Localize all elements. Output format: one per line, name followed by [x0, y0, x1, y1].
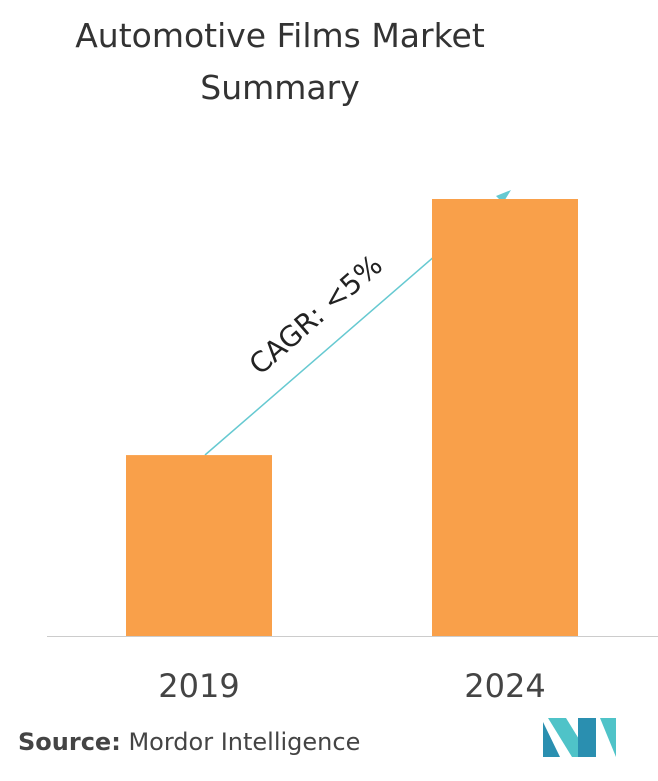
- x-tick-label: 2024: [464, 667, 545, 705]
- x-tick-label: 2019: [158, 667, 239, 705]
- bar: [432, 199, 578, 636]
- logo-part: [600, 718, 616, 757]
- source-label: Source:: [18, 728, 121, 756]
- source-text: Mordor Intelligence: [128, 728, 361, 756]
- source: Source: Mordor Intelligence: [18, 728, 360, 756]
- chart-title: Automotive Films Market Summary: [75, 16, 485, 107]
- logo: [543, 718, 616, 757]
- logo-part: [543, 722, 560, 757]
- logo-part: [578, 718, 596, 757]
- bar: [126, 455, 272, 636]
